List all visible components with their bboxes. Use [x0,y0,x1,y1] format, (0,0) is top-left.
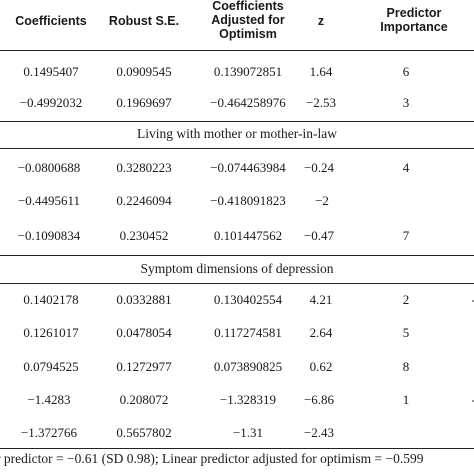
cell-z: −6.86 [303,392,335,407]
cell-truncated: - [472,292,474,308]
cell-truncated: - [472,392,474,408]
cell-coefficient: −1.372766 [20,425,78,440]
cell-coefficient: −0.1090834 [17,228,81,243]
cell-coefficient: 0.1402178 [23,292,79,307]
cell-robust-se: 0.1969697 [116,95,172,110]
cell-adjusted: −1.328319 [219,392,277,407]
cell-robust-se: 0.0909545 [116,64,172,79]
table-footnote: r predictor = −0.61 (SD 0.98); Linear pr… [0,451,424,466]
cell-z: 4.21 [309,292,333,307]
header-robust-se: Robust S.E. [108,14,180,28]
cell-robust-se: 0.0332881 [116,292,172,307]
cell-importance: 5 [402,325,410,340]
cell-adjusted: 0.073890825 [213,359,283,374]
cell-adjusted: −0.464258976 [210,95,286,110]
header-importance-line2: Importance [380,20,448,34]
cell-robust-se: 0.3280223 [116,160,172,175]
section-title-living: Living with mother or mother-in-law [137,126,337,141]
header-rule [0,50,474,51]
cell-importance: 8 [402,359,410,374]
cell-adjusted: 0.101447562 [213,228,283,243]
header-adjusted-line3: Optimism [219,27,277,41]
cell-z: 2.64 [309,325,333,340]
cell-importance: 1 [402,392,410,407]
cell-coefficient: 0.0794525 [23,359,79,374]
footer-rule [0,448,474,449]
header-adjusted-line1: Coefficients [212,0,284,13]
cell-coefficient: −0.4992032 [19,95,83,110]
cell-coefficient: −1.4283 [27,392,71,407]
cell-coefficient: −0.0800688 [17,160,81,175]
cell-z: −0.24 [303,160,335,175]
header-adjusted-line2: Adjusted for [211,13,285,27]
header-adjusted: Coefficients Adjusted for Optimism [196,0,300,41]
cell-importance: 2 [402,292,410,307]
cell-importance: 7 [402,228,410,243]
cell-adjusted: −0.074463984 [210,160,286,175]
cell-z: −2 [315,193,329,208]
cell-z: 0.62 [309,359,333,374]
cell-importance: 6 [402,64,410,79]
section-rule [0,148,474,149]
header-importance-line1: Predictor [386,6,442,20]
cell-adjusted: −1.31 [232,425,264,440]
cell-adjusted: −0.418091823 [210,193,286,208]
cell-robust-se: 0.5657802 [116,425,172,440]
section-rule [0,283,474,284]
section-title-symptoms: Symptom dimensions of depression [140,261,334,276]
cell-z: −0.47 [303,228,335,243]
cell-adjusted: 0.130402554 [213,292,283,307]
cell-z: 1.64 [309,64,333,79]
cell-adjusted: 0.117274581 [214,325,282,340]
header-coefficients: Coefficients [15,14,87,28]
cell-robust-se: 0.1272977 [116,359,172,374]
cell-robust-se: 0.208072 [119,392,169,407]
cell-robust-se: 0.0478054 [116,325,172,340]
cell-robust-se: 0.2246094 [116,193,172,208]
cell-coefficient: −0.4495611 [17,193,81,208]
header-z: z [317,14,325,28]
cell-importance: 3 [402,95,410,110]
cell-robust-se: 0.230452 [119,228,169,243]
cell-coefficient: 0.1261017 [23,325,79,340]
header-importance: Predictor Importance [368,6,460,34]
cell-importance: 4 [402,160,410,175]
cell-adjusted: 0.139072851 [213,64,283,79]
cell-coefficient: 0.1495407 [23,64,79,79]
cell-z: −2.43 [303,425,335,440]
cell-z: −2.53 [305,95,337,110]
section-rule [0,255,474,256]
section-rule [0,121,474,122]
